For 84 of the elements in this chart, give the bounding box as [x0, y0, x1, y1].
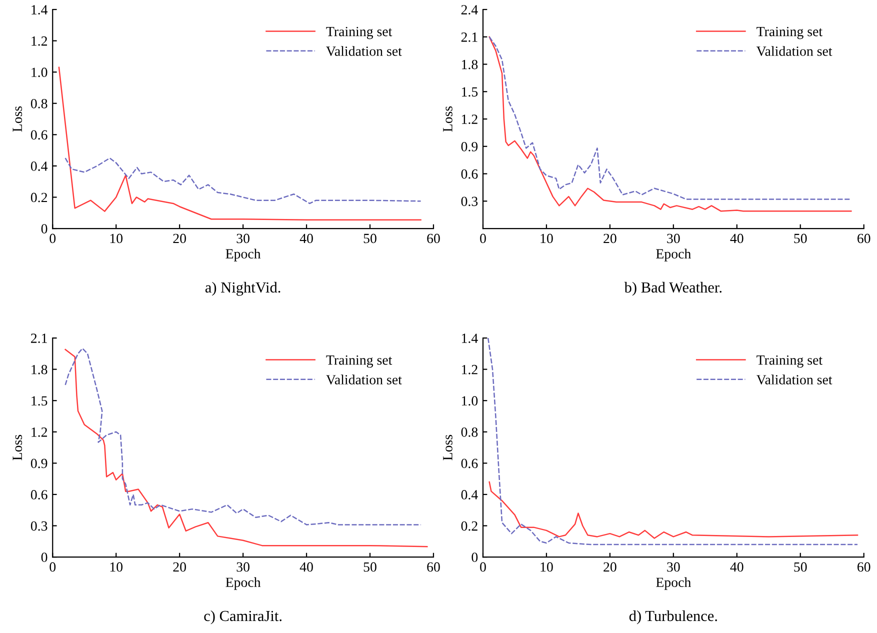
y-tick-label: 2.1 — [31, 334, 47, 344]
y-tick-label: 0.8 — [461, 427, 478, 437]
y-tick-label: 0.6 — [461, 169, 478, 179]
line-series — [64, 157, 422, 204]
text: a) NightVid. — [205, 282, 280, 296]
x-tick-label: 50 — [364, 562, 376, 572]
y-tick-label: 0 — [472, 552, 478, 562]
y-tick-label: 1.4 — [462, 334, 478, 344]
x-axis-title: Epoch — [656, 577, 691, 590]
y-axis-title: Loss — [12, 106, 22, 132]
y-tick-label: 0.3 — [461, 196, 478, 206]
legend-label: Validation set — [756, 46, 832, 56]
y-tick-label: 0.2 — [30, 192, 47, 202]
y-tick-label: 1.5 — [32, 396, 48, 406]
x-tick-label: 0 — [50, 234, 56, 244]
x-axis-title: Epoch — [656, 248, 691, 262]
x-tick-label: 0 — [480, 234, 486, 244]
y-tick-label: 1.4 — [32, 5, 48, 15]
y-tick-label: 1.8 — [32, 364, 48, 374]
y-tick-label: 0.6 — [461, 458, 478, 468]
x-tick-label: 0 — [50, 562, 56, 572]
y-axis-title: Loss — [443, 434, 452, 460]
x-tick-label: 20 — [173, 562, 186, 572]
x-tick-label: 0 — [480, 562, 486, 572]
y-tick-label: 0.9 — [30, 458, 48, 468]
legend-label: Training set — [756, 355, 822, 368]
x-tick-label: 60 — [857, 562, 870, 572]
x-tick-label: 40 — [300, 234, 313, 244]
y-tick-label: 0.6 — [30, 130, 48, 140]
x-axis-title: Epoch — [226, 248, 261, 262]
y-tick-label: 0.8 — [30, 98, 48, 108]
text: b) Bad Weather. — [624, 282, 722, 296]
x-tick-label: 60 — [427, 234, 440, 244]
y-tick-label: 1.2 — [32, 36, 47, 46]
x-tick-label: 60 — [427, 562, 440, 572]
x-tick-label: 50 — [794, 234, 807, 244]
legend-label: Training set — [326, 26, 392, 40]
x-axis-title: Epoch — [226, 577, 261, 590]
y-tick-label: 1.8 — [462, 60, 478, 70]
y-tick-label: 0 — [41, 552, 48, 562]
legend-label: Validation set — [756, 374, 832, 384]
x-tick-label: 30 — [236, 562, 250, 572]
text: c) CamiraJit. — [204, 610, 282, 624]
line-series — [487, 338, 858, 546]
legend-label: Validation set — [326, 374, 402, 384]
y-tick-label: 0.4 — [30, 162, 48, 171]
y-tick-label: 2.1 — [461, 32, 478, 42]
legend-label: Training set — [756, 26, 822, 40]
x-tick-label: 10 — [110, 562, 123, 572]
y-tick-label: 1.2 — [462, 114, 478, 124]
x-tick-label: 30 — [667, 234, 680, 244]
x-tick-label: 40 — [730, 562, 744, 572]
y-tick-label: 1.5 — [462, 87, 478, 97]
x-tick-label: 20 — [173, 234, 186, 244]
y-tick-label: 0.4 — [461, 490, 478, 500]
y-tick-label: 0.3 — [30, 521, 48, 531]
x-tick-label: 20 — [604, 562, 616, 572]
y-tick-label: 1.2 — [32, 428, 47, 437]
y-tick-label: 2.4 — [461, 5, 478, 15]
y-axis-title: Loss — [443, 106, 452, 132]
y-tick-label: 1.2 — [462, 364, 478, 374]
x-tick-label: 40 — [730, 234, 744, 244]
x-tick-label: 40 — [300, 562, 313, 572]
y-tick-label: 1.0 — [462, 396, 478, 406]
y-tick-label: 1.0 — [32, 68, 48, 78]
x-tick-label: 50 — [364, 234, 376, 244]
y-axis-title: Loss — [12, 434, 22, 460]
text: d) Turbulence. — [629, 610, 717, 624]
line-series — [58, 66, 422, 221]
x-tick-label: 50 — [794, 562, 807, 572]
legend-label: Training set — [326, 355, 392, 368]
y-tick-label: 0.9 — [461, 142, 478, 152]
line-series — [488, 481, 858, 539]
y-tick-label: 0.2 — [461, 521, 478, 531]
x-tick-label: 20 — [604, 234, 616, 244]
x-tick-label: 10 — [110, 234, 123, 244]
legend-label: Validation set — [326, 46, 402, 56]
x-tick-label: 10 — [540, 562, 553, 572]
x-tick-label: 60 — [857, 234, 870, 244]
x-tick-label: 30 — [667, 562, 680, 572]
x-tick-label: 30 — [236, 234, 250, 244]
y-tick-label: 0 — [41, 224, 48, 234]
y-tick-label: 0.6 — [30, 490, 48, 500]
x-tick-label: 10 — [540, 234, 553, 244]
